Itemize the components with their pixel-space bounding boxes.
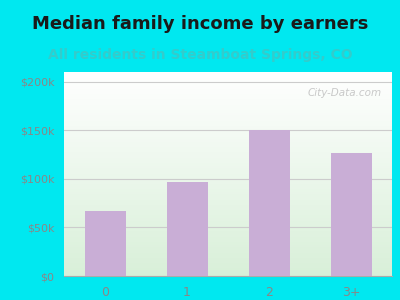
Text: City-Data.com: City-Data.com bbox=[308, 88, 382, 98]
Bar bbox=[248, 130, 290, 276]
Text: All residents in Steamboat Springs, CO: All residents in Steamboat Springs, CO bbox=[48, 48, 352, 62]
Bar bbox=[330, 153, 372, 276]
Bar bbox=[84, 211, 126, 276]
Text: Median family income by earners: Median family income by earners bbox=[32, 15, 368, 33]
Bar bbox=[166, 182, 208, 276]
